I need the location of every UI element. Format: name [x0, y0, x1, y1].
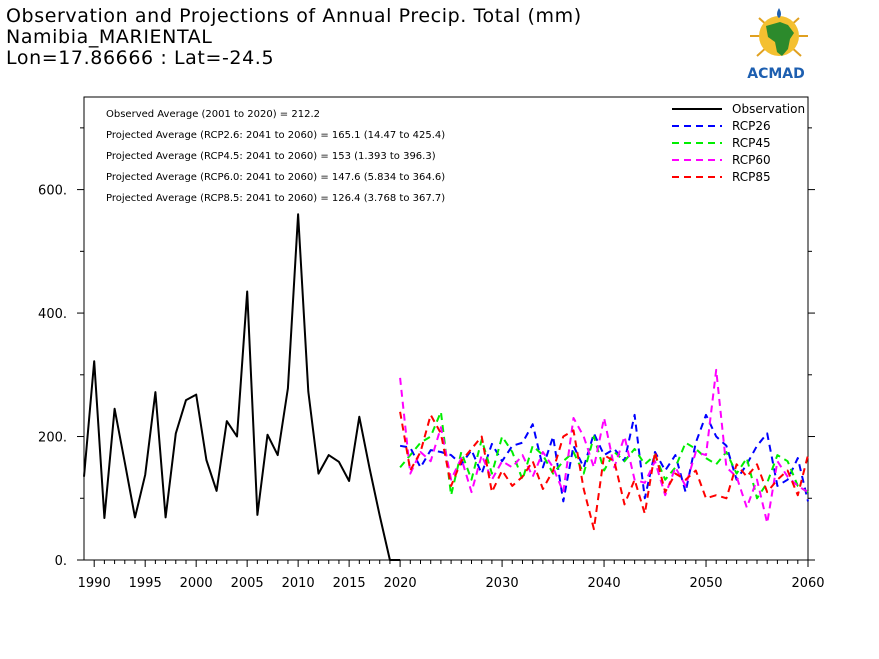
legend-label-rcp26: RCP26: [732, 119, 771, 133]
x-tick-label: 1995: [129, 576, 162, 591]
series-line-rcp85: [399, 411, 809, 531]
legend-label-rcp45: RCP45: [732, 136, 771, 150]
series-layer: [83, 213, 809, 561]
x-tick-label: 2005: [231, 576, 264, 591]
info-line-rcp45: Projected Average (RCP4.5: 2041 to 2060)…: [106, 151, 436, 162]
legend-label-observation: Observation: [732, 102, 805, 116]
legend: Observation RCP26 RCP45 RCP60 RCP85: [672, 102, 805, 184]
x-tick-label: 2010: [282, 576, 315, 591]
x-tick-label: 1990: [78, 576, 111, 591]
y-tick-label: 0.: [55, 554, 67, 569]
x-tick-label: 2040: [588, 576, 621, 591]
africa-map-logo-icon: [750, 8, 808, 57]
series-line-rcp60: [399, 368, 809, 524]
series-line-rcp45: [399, 410, 809, 500]
chart-title: Observation and Projections of Annual Pr…: [6, 5, 582, 27]
info-line-rcp26: Projected Average (RCP2.6: 2041 to 2060)…: [106, 130, 445, 141]
x-tick-label: 2030: [486, 576, 519, 591]
info-line-rcp85: Projected Average (RCP8.5: 2041 to 2060)…: [106, 193, 445, 204]
x-tick-label: 2060: [791, 576, 824, 591]
x-tick-label: 2020: [384, 576, 417, 591]
series-line-observation: [83, 213, 401, 561]
logo-text: ACMAD: [747, 66, 805, 82]
station-coordinates: Lon=17.86666 : Lat=-24.5: [6, 47, 275, 69]
station-name: Namibia_MARIENTAL: [6, 26, 213, 48]
x-tick-label: 2050: [689, 576, 722, 591]
plot-border: [83, 96, 809, 561]
axes: 1990 1995 2000 2005 2010 2015 2020 2030 2040 2050…: [38, 127, 825, 591]
y-tick-label: 600.: [38, 184, 67, 199]
series-line-rcp26: [399, 413, 809, 503]
info-panel: Observed Average (2001 to 2020) = 212.2 …: [106, 109, 445, 204]
info-line-rcp60: Projected Average (RCP6.0: 2041 to 2060)…: [106, 172, 445, 183]
plot-frame: [83, 96, 809, 561]
legend-label-rcp60: RCP60: [732, 153, 771, 167]
acmad-logo: ACMAD: [736, 6, 822, 84]
legend-label-rcp85: RCP85: [732, 170, 771, 184]
y-tick-label: 200.: [38, 431, 67, 446]
chart-title-block: Observation and Projections of Annual Pr…: [6, 6, 582, 69]
x-tick-label: 2000: [180, 576, 213, 591]
info-line-observed: Observed Average (2001 to 2020) = 212.2: [106, 109, 320, 120]
y-tick-label: 400.: [38, 307, 67, 322]
x-tick-label: 2015: [333, 576, 366, 591]
